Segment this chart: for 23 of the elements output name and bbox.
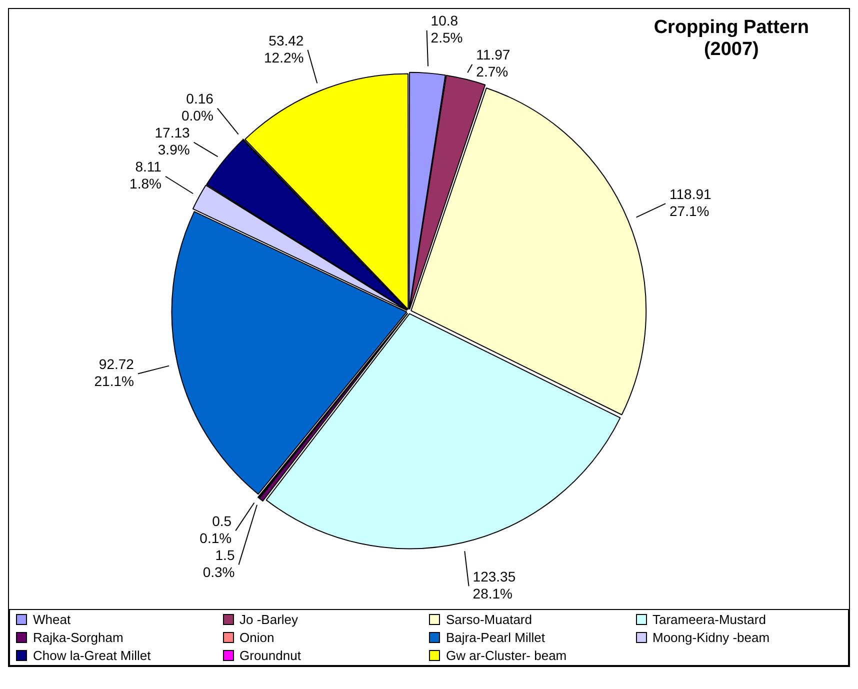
data-label: 17.13 3.9% — [154, 124, 190, 158]
legend-label: Jo -Barley — [240, 612, 298, 627]
data-label: 0.5 0.1% — [200, 513, 232, 546]
data-label: 0.16 0.0% — [181, 90, 214, 124]
data-label: 118.91 27.1% — [670, 186, 712, 219]
data-label: 53.42 12.2% — [264, 32, 304, 66]
legend-label: Onion — [240, 630, 274, 645]
legend-label: Sarso-Muatard — [446, 612, 532, 627]
data-label: 1.5 0.3% — [202, 547, 235, 580]
text: Cropping Pattern (2007) — [654, 17, 809, 61]
legend-label: Wheat — [33, 612, 71, 627]
legend-label: Chow la-Great Millet — [33, 648, 151, 663]
legend-label: Bajra-Pearl Millet — [446, 630, 545, 645]
data-label: 10.8 2.5% — [430, 12, 463, 46]
data-label: 11.97 2.7% — [476, 46, 510, 80]
legend-label: Moong-Kidny -beam — [652, 630, 770, 645]
legend-label: Rajka-Sorgham — [33, 630, 124, 645]
legend-label: Gw ar-Cluster- beam — [446, 648, 567, 663]
legend-label: Groundnut — [240, 648, 301, 663]
legend-label: Tarameera-Mustard — [652, 612, 766, 627]
data-label: 92.72 21.1% — [94, 356, 134, 390]
data-label: 8.11 1.8% — [130, 158, 162, 192]
data-label: 123.35 28.1% — [472, 568, 516, 602]
